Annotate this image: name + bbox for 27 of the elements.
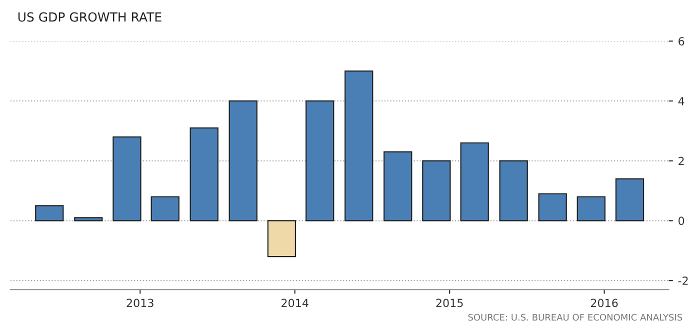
bar (499, 160, 528, 222)
x-tick-label: 2016 (590, 298, 618, 308)
x-tick-label: 2014 (282, 298, 308, 308)
bar (422, 160, 451, 222)
y-tick-label: 0 (678, 216, 684, 226)
bar (228, 100, 258, 222)
bar (384, 151, 412, 222)
chart-title: US GDP GROWTH RATE (18, 12, 162, 22)
y-tick-label: 2 (678, 156, 684, 166)
bar (150, 196, 180, 222)
y-tick-label: 6 (678, 37, 684, 46)
bar (344, 70, 374, 222)
y-tick-label: -2 (678, 276, 688, 285)
source-note: SOURCE: U.S. BUREAU OF ECONOMIC ANALYSIS (468, 314, 682, 321)
bar (460, 142, 489, 222)
bar (576, 196, 606, 222)
bar (615, 178, 644, 222)
x-tick-label: 2013 (126, 298, 154, 308)
bar (74, 217, 103, 222)
bar (538, 193, 567, 222)
bar (306, 100, 334, 222)
bar (190, 127, 218, 222)
bar (112, 136, 142, 222)
bar (35, 205, 64, 222)
y-tick-label: 4 (678, 97, 684, 106)
x-tick-label: 2015 (436, 298, 463, 308)
bar (267, 220, 296, 258)
